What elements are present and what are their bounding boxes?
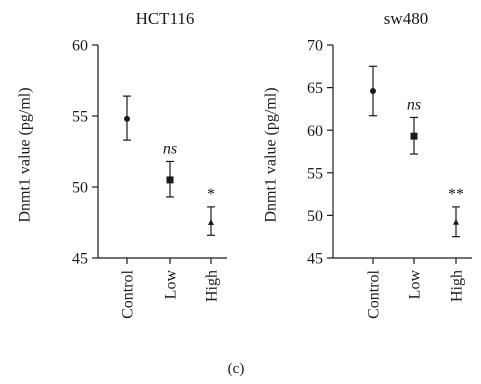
x-tick-label: Control (120, 269, 137, 318)
data-point-triangle (453, 218, 459, 225)
x-tick-label: Control (366, 269, 383, 318)
data-point-circle (124, 115, 130, 122)
y-axis-label: Dnmt1 value (pg/ml) (17, 87, 34, 222)
y-tick-label: 60 (72, 38, 88, 55)
y-tick-label: 60 (307, 123, 323, 140)
x-tick-label: High (204, 270, 221, 302)
y-tick-label: 45 (307, 251, 323, 268)
significance-label: ns (163, 140, 177, 157)
y-tick-label: 50 (307, 208, 323, 225)
chart-panels: HCT116 Dnmt1 value (pg/ml) 45 50 55 60 Control… (17, 9, 472, 319)
chart-panel-1: HCT116 Dnmt1 value (pg/ml) 45 50 55 60 Control… (17, 9, 227, 319)
data-point-circle (370, 88, 376, 95)
y-tick-label: 70 (307, 38, 323, 55)
significance-label: * (207, 186, 215, 203)
significance-label: ** (448, 186, 464, 203)
data-point-triangle (208, 219, 214, 225)
y-tick-label: 55 (307, 165, 323, 182)
x-tick-label: Low (163, 270, 180, 300)
y-tick-label: 50 (72, 180, 88, 197)
x-tick-label: Low (407, 270, 424, 300)
y-tick-label: 65 (307, 80, 323, 97)
chart-title: HCT116 (136, 9, 195, 28)
significance-label: ns (407, 96, 421, 113)
chart-panel-2: sw480 Dnmt1 value (pg/ml) 45 50 55 60 65 70 Cont… (263, 9, 472, 319)
y-tick-label: 55 (72, 109, 88, 126)
figure-caption: (c) (228, 361, 245, 377)
y-axis-label: Dnmt1 value (pg/ml) (263, 87, 280, 222)
data-point-square (166, 176, 174, 184)
chart-title: sw480 (384, 9, 428, 28)
x-tick-label: High (449, 270, 466, 302)
y-tick-label: 45 (72, 251, 88, 268)
data-point-square (410, 132, 418, 140)
